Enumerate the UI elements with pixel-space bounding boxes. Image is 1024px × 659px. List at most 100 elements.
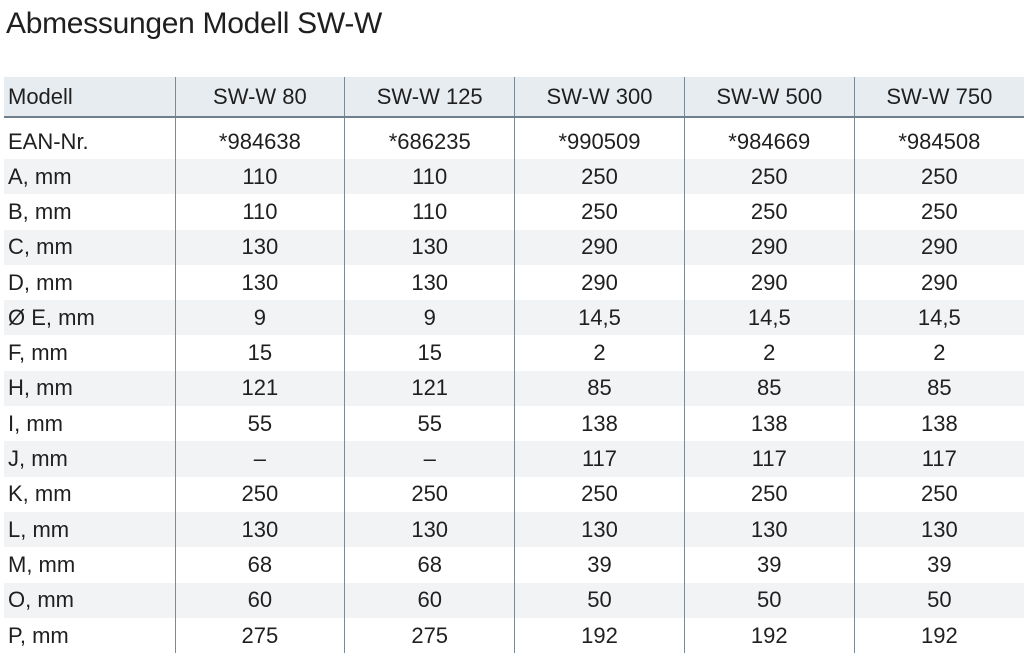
table-row: A, mm 110 110 250 250 250 bbox=[4, 159, 1024, 195]
value-cell: 130 bbox=[514, 511, 685, 548]
table-row: O, mm 60 60 50 50 50 bbox=[4, 582, 1024, 618]
table-row: D, mm 130 130 290 290 290 bbox=[4, 264, 1024, 301]
row-label-cell: O, mm bbox=[8, 587, 74, 613]
table-body: EAN-Nr. *984638 *686235 *990509 *984669 *9845… bbox=[4, 117, 1024, 654]
row-label-cell: M, mm bbox=[8, 551, 76, 577]
table-row: B, mm 110 110 250 250 250 bbox=[4, 194, 1024, 230]
table-row: I, mm 55 55 138 138 138 bbox=[4, 406, 1024, 442]
value-cell: 68 bbox=[174, 547, 345, 583]
row-label-cell: J, mm bbox=[8, 446, 68, 472]
header-cell-model: SW-W 300 bbox=[514, 77, 685, 118]
value-cell: 50 bbox=[683, 582, 855, 618]
value-cell: 117 bbox=[514, 441, 685, 477]
table-row: F, mm 15 15 2 2 2 bbox=[4, 335, 1024, 371]
table-row: C, mm 130 130 290 290 290 bbox=[4, 229, 1024, 265]
value-cell: 110 bbox=[344, 159, 515, 195]
value-cell: 110 bbox=[174, 194, 345, 230]
value-cell: 290 bbox=[683, 264, 855, 301]
value-cell: 14,5 bbox=[514, 300, 685, 336]
value-cell: 121 bbox=[174, 370, 345, 407]
value-cell: 85 bbox=[683, 370, 855, 407]
value-cell: 290 bbox=[514, 264, 685, 301]
value-cell: 130 bbox=[344, 264, 515, 301]
value-cell: 110 bbox=[174, 159, 345, 195]
value-cell: 250 bbox=[174, 476, 345, 512]
dimensions-table: Modell SW-W 80 SW-W 125 SW-W 300 SW-W 500 SW-… bbox=[4, 77, 1024, 654]
value-cell: 250 bbox=[853, 194, 1024, 230]
table-row: Ø E, mm 9 9 14,5 14,5 14,5 bbox=[4, 300, 1024, 336]
value-cell: *984508 bbox=[853, 117, 1024, 159]
value-cell: 60 bbox=[344, 582, 515, 618]
value-cell: 55 bbox=[174, 406, 345, 442]
value-cell: 138 bbox=[514, 406, 685, 442]
value-cell: 15 bbox=[344, 335, 515, 371]
value-cell: – bbox=[344, 441, 515, 477]
value-cell: 192 bbox=[514, 617, 685, 654]
header-cell-row-label: Modell bbox=[4, 77, 175, 118]
value-cell: *686235 bbox=[344, 117, 515, 159]
table-header: Modell SW-W 80 SW-W 125 SW-W 300 SW-W 500 SW-… bbox=[4, 77, 1024, 118]
value-cell: 60 bbox=[174, 582, 345, 618]
value-cell: 290 bbox=[853, 264, 1024, 301]
header-cell-model: SW-W 80 bbox=[174, 77, 345, 118]
value-cell: 138 bbox=[683, 406, 855, 442]
value-cell: 250 bbox=[344, 476, 515, 512]
value-cell: 250 bbox=[514, 159, 685, 195]
value-cell: 250 bbox=[683, 159, 855, 195]
table-row: K, mm 250 250 250 250 250 bbox=[4, 476, 1024, 512]
table-row: J, mm – –117 117 117 bbox=[4, 441, 1024, 477]
value-cell: 290 bbox=[514, 229, 685, 265]
value-cell: 138 bbox=[853, 406, 1024, 442]
value-cell: 2 bbox=[853, 335, 1024, 371]
value-cell: 39 bbox=[853, 547, 1024, 583]
value-cell: 275 bbox=[344, 617, 515, 654]
value-cell: 14,5 bbox=[853, 300, 1024, 336]
value-cell: 55 bbox=[344, 406, 515, 442]
value-cell: 85 bbox=[853, 370, 1024, 407]
value-cell: 250 bbox=[683, 476, 855, 512]
value-cell: 250 bbox=[683, 194, 855, 230]
header-cell-model: SW-W 125 bbox=[344, 77, 515, 118]
value-cell: *984669 bbox=[683, 117, 855, 159]
row-label-cell: D, mm bbox=[8, 269, 73, 295]
value-cell: 121 bbox=[344, 370, 515, 407]
value-cell: 275 bbox=[174, 617, 345, 654]
table-row: M, mm 68 68 39 39 39 bbox=[4, 547, 1024, 583]
header-cell-model: SW-W 500 bbox=[683, 77, 855, 118]
value-cell: 290 bbox=[853, 229, 1024, 265]
value-cell: 68 bbox=[344, 547, 515, 583]
value-cell: 50 bbox=[514, 582, 685, 618]
value-cell: 2 bbox=[514, 335, 685, 371]
row-label-cell: A, mm bbox=[8, 163, 72, 189]
table-row: P, mm 275 275 192 192 192 bbox=[4, 617, 1024, 654]
value-cell: 130 bbox=[683, 511, 855, 548]
row-label-cell: C, mm bbox=[8, 234, 73, 260]
row-label-cell: H, mm bbox=[8, 375, 73, 401]
value-cell: – bbox=[174, 441, 345, 477]
value-cell: 117 bbox=[853, 441, 1024, 477]
value-cell: 110 bbox=[344, 194, 515, 230]
value-cell: 250 bbox=[514, 476, 685, 512]
value-cell: 39 bbox=[514, 547, 685, 583]
value-cell: 14,5 bbox=[683, 300, 855, 336]
row-label-cell: B, mm bbox=[8, 198, 72, 224]
value-cell: *984638 bbox=[174, 117, 345, 159]
row-label-cell: EAN-Nr. bbox=[8, 128, 89, 154]
row-label-cell: K, mm bbox=[8, 481, 72, 507]
value-cell: 9 bbox=[174, 300, 345, 336]
header-row: Modell SW-W 80 SW-W 125 SW-W 300 SW-W 500 SW-… bbox=[4, 77, 1024, 118]
table-row: L, mm 130 130 130 130 130 bbox=[4, 511, 1024, 548]
value-cell: 117 bbox=[683, 441, 855, 477]
page-title: Abmessungen Modell SW-W bbox=[6, 7, 383, 40]
row-label-cell: Ø E, mm bbox=[8, 304, 95, 330]
value-cell: 50 bbox=[853, 582, 1024, 618]
row-label-cell: F, mm bbox=[8, 340, 68, 366]
value-cell: 130 bbox=[853, 511, 1024, 548]
value-cell: 130 bbox=[174, 264, 345, 301]
value-cell: 130 bbox=[344, 229, 515, 265]
value-cell: 130 bbox=[174, 229, 345, 265]
value-cell: 15 bbox=[174, 335, 345, 371]
value-cell: 192 bbox=[683, 617, 855, 654]
value-cell: 85 bbox=[514, 370, 685, 407]
value-cell: 250 bbox=[853, 159, 1024, 195]
